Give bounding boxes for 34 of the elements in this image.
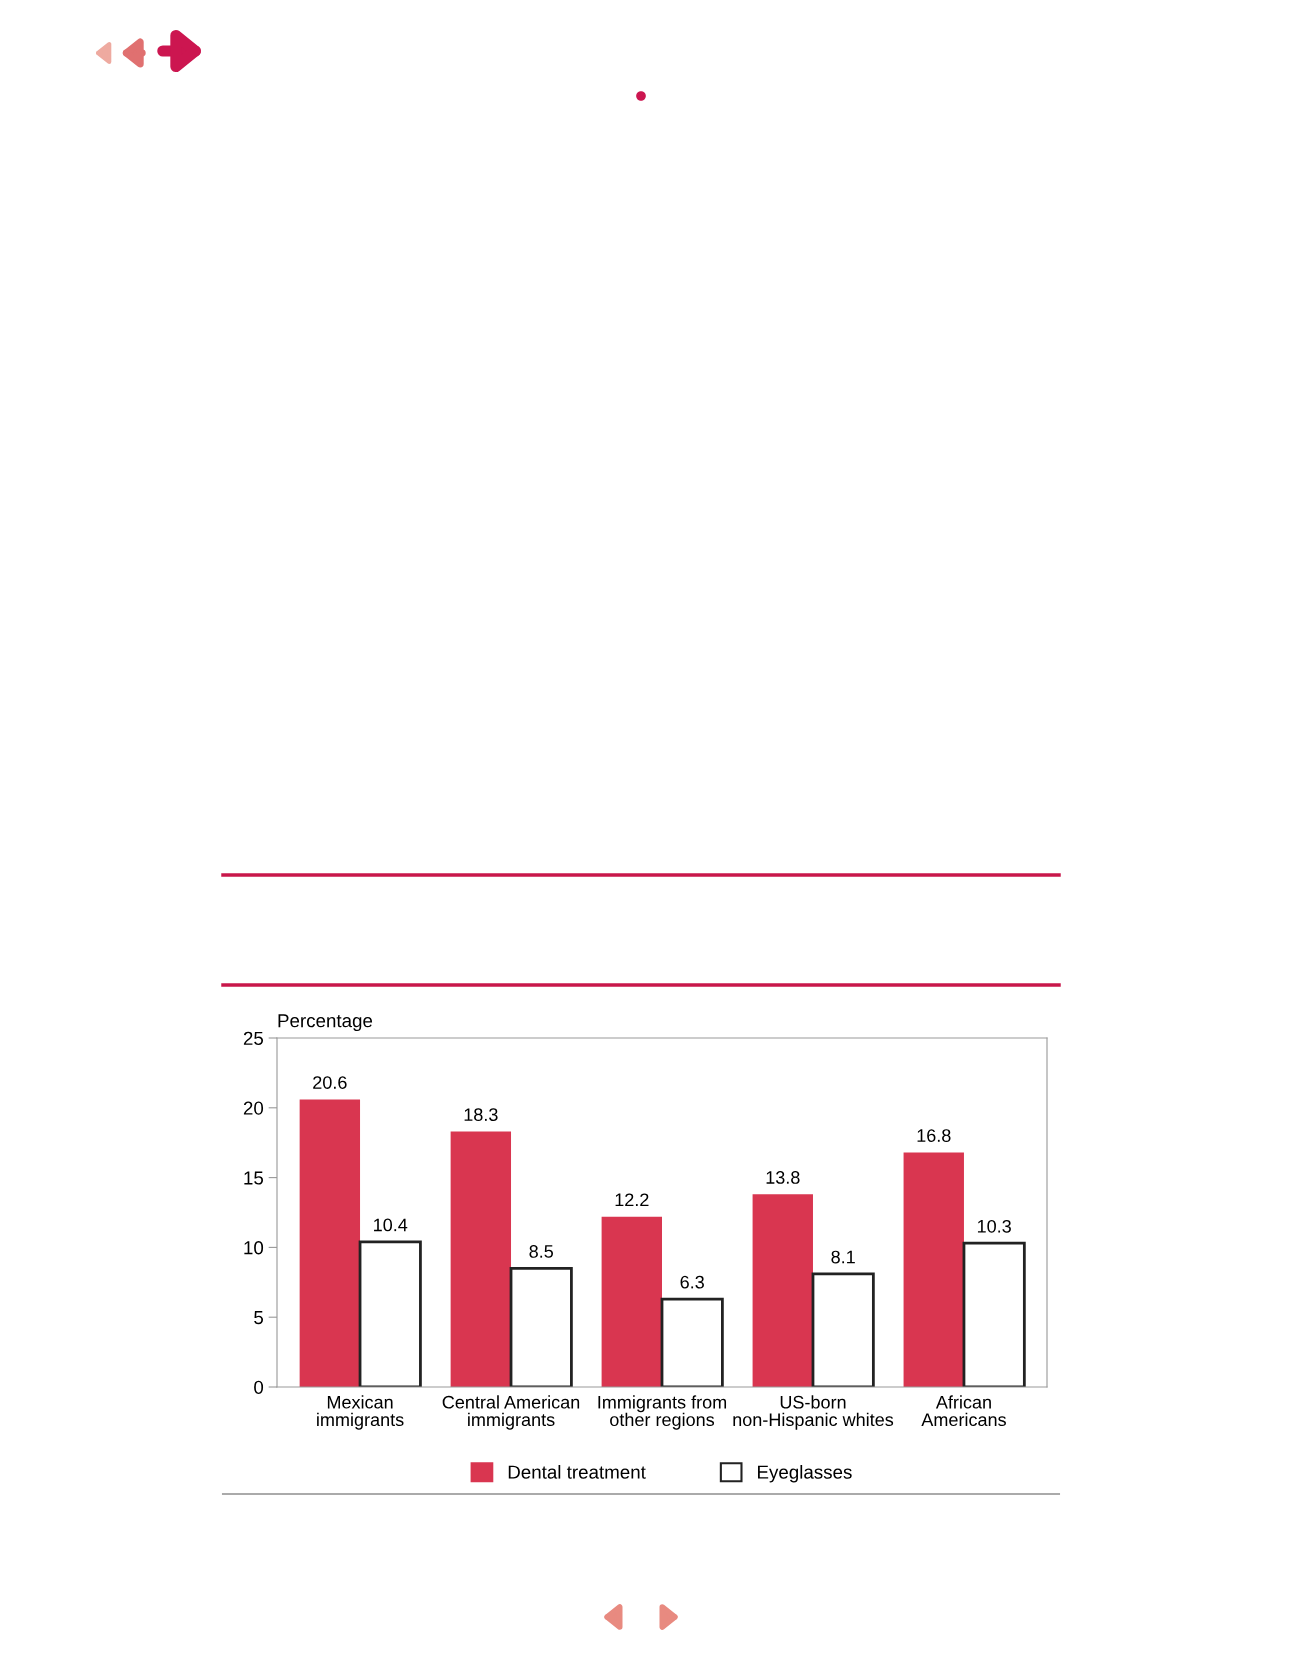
bar (601, 1216, 662, 1387)
data-label: 13.8 (766, 1171, 800, 1184)
legend-label: Dental treatment (508, 1464, 646, 1479)
y-tick-label: 20 (243, 1101, 264, 1115)
y-tick-label: 15 (244, 1171, 264, 1185)
x-tick-label: Central American immigrants (442, 1395, 580, 1430)
y-tick-label: 25 (243, 1031, 264, 1045)
data-label: 8.5 (529, 1245, 554, 1258)
y-tick-label: 0 (254, 1380, 264, 1394)
y-axis-title: Percentage (278, 1014, 373, 1032)
data-label: 6.3 (680, 1275, 704, 1289)
bar (358, 1240, 422, 1387)
x-tick-label: African Americans (921, 1395, 1006, 1427)
bar (903, 1152, 964, 1387)
y-tick-label: 5 (254, 1311, 264, 1325)
bar (299, 1099, 361, 1387)
data-label: 8.1 (831, 1250, 855, 1264)
data-label: 16.8 (917, 1129, 951, 1142)
x-tick-label: US-born non-Hispanic whites (733, 1395, 894, 1430)
x-tick-label: Mexican immigrants (317, 1395, 404, 1430)
data-label: 10.3 (977, 1219, 1011, 1233)
legend-label: Eyeglasses (758, 1464, 852, 1483)
bar (752, 1194, 813, 1387)
data-label: 12.2 (615, 1193, 649, 1206)
data-label: 18.3 (464, 1108, 498, 1122)
y-tick-label: 10 (244, 1241, 264, 1255)
bar (660, 1297, 724, 1387)
bar (509, 1266, 573, 1387)
data-label: 20.6 (313, 1076, 347, 1089)
data-label: 10.4 (374, 1218, 408, 1232)
bar (811, 1272, 875, 1387)
bar (962, 1241, 1026, 1387)
bar (450, 1131, 512, 1387)
x-tick-label: Immigrants from other regions (598, 1395, 727, 1430)
